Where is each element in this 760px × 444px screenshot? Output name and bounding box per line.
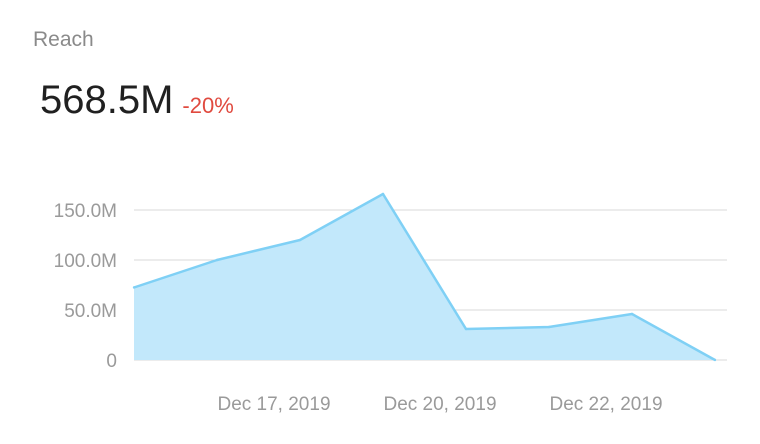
data-point (215, 258, 219, 262)
data-point (381, 192, 385, 196)
x-tick-label: Dec 17, 2019 (217, 394, 330, 415)
data-point (132, 286, 136, 289)
metric-row: 568.5M -20% (40, 78, 234, 123)
x-tick-label: Dec 22, 2019 (549, 394, 662, 415)
data-point (630, 312, 634, 316)
y-tick-label: 50.0M (64, 301, 117, 322)
y-tick-label: 150.0M (54, 201, 117, 222)
metric-title: Reach (33, 28, 94, 51)
metric-value: 568.5M (40, 78, 174, 122)
y-tick-label: 100.0M (54, 251, 117, 272)
y-tick-label: 0 (106, 351, 117, 372)
data-point (547, 325, 551, 329)
area-fill (134, 194, 715, 360)
data-point (298, 238, 302, 242)
metric-delta: -20% (182, 93, 234, 118)
x-tick-label: Dec 20, 2019 (383, 394, 496, 415)
series-line (133, 192, 716, 362)
data-point (713, 358, 717, 362)
data-point (464, 327, 468, 331)
